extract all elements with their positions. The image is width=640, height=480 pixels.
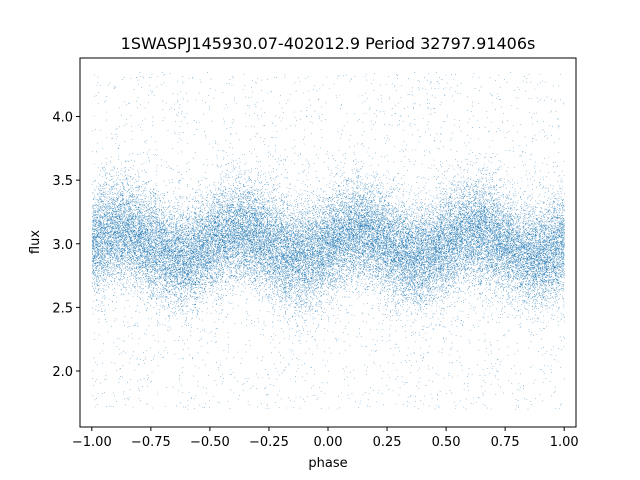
y-tick-label: 2.0: [52, 365, 73, 380]
x-axis-ticks: −1.00 −0.75 −0.50 −0.25 0.00 0.25 0.50 0.75 1.00: [72, 427, 579, 450]
x-tick-label: −1.00: [72, 435, 112, 450]
x-axis-label: phase: [308, 456, 347, 471]
y-tick-label: 3.0: [52, 238, 73, 253]
x-tick-label: 0.00: [314, 435, 343, 450]
x-tick-label: −0.25: [249, 435, 289, 450]
x-tick-label: 0.75: [491, 435, 520, 450]
y-tick-label: 2.5: [52, 301, 73, 316]
x-tick-label: 1.00: [550, 435, 579, 450]
x-tick-label: −0.75: [131, 435, 171, 450]
y-axis-label: flux: [28, 230, 43, 254]
x-tick-label: 0.50: [432, 435, 461, 450]
y-tick-label: 3.5: [52, 174, 73, 189]
x-tick-label: 0.25: [373, 435, 402, 450]
y-tick-label: 4.0: [52, 111, 73, 126]
x-tick-label: −0.50: [190, 435, 230, 450]
y-axis-ticks: 2.0 2.5 3.0 3.5 4.0: [52, 111, 80, 380]
chart-title: 1SWASPJ145930.07-402012.9 Period 32797.9…: [121, 34, 536, 53]
